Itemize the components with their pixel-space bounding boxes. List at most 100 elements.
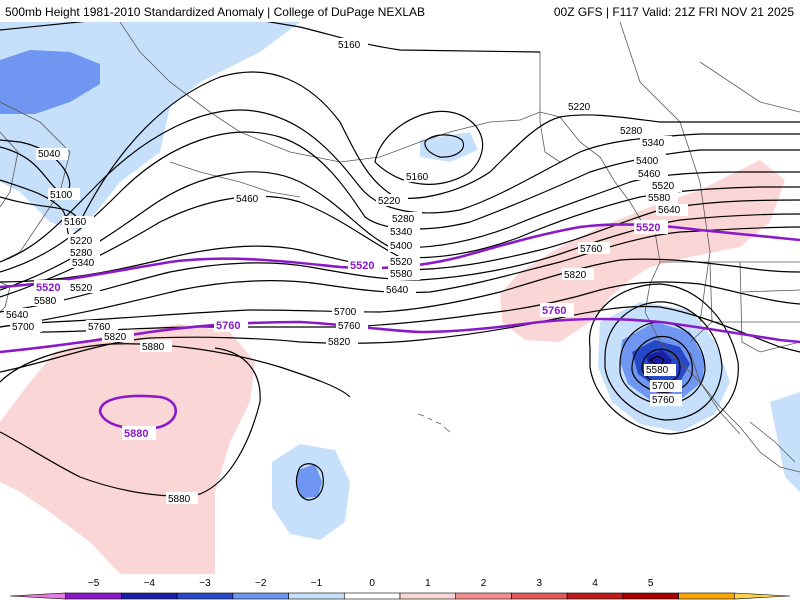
contour-low-5760 [604,301,723,421]
label-bg [62,216,94,228]
label-5700-left: 5700 [12,322,35,333]
label-bg [34,280,68,294]
colorbar-tick-label: 1 [425,578,431,589]
colorbar-tick-label: 5 [648,578,654,589]
colorbar-tick-label: −1 [311,578,323,589]
contour-5100 [0,179,71,238]
label-5520-right: 5520 [652,181,675,192]
label-5040: 5040 [38,149,61,160]
label-bg [332,306,364,318]
label-5640-right: 5640 [658,205,681,216]
label-bg [656,204,688,216]
contour-5640 [0,226,800,328]
colorbar-segment [9,592,67,600]
highlight-label-5520-mid: 5520 [350,260,374,272]
title-bar: 500mb Height 1981-2010 Standardized Anom… [0,0,800,23]
label-bg [36,148,68,160]
label-5820-right: 5820 [564,270,587,281]
label-bg [376,194,408,206]
label-5580-left: 5580 [34,296,57,307]
alaska-coastline [119,22,646,228]
label-bg [562,268,594,280]
label-bg [86,320,118,332]
contour-label-group: 5160 5220 5040 5100 5160 5160 5220 5280 … [4,38,688,505]
label-bg [102,330,134,342]
hawaii-islands [417,413,451,433]
label-5760-right: 5760 [580,244,603,255]
label-5580-low: 5580 [646,365,669,376]
label-bg [388,226,420,238]
label-5340-right: 5340 [642,138,665,149]
label-bg [234,192,266,204]
label-5520-mid: 5520 [390,257,413,268]
contour-5160 [0,22,541,53]
mexico-coastline [749,421,796,463]
canada-border [539,52,561,163]
label-5760-low: 5760 [652,395,675,406]
contour-low-outer [589,283,739,435]
label-bg [650,394,682,406]
label-5280-mid: 5280 [392,214,415,225]
label-5520-left: 5520 [70,283,93,294]
label-bg [32,294,64,306]
colorbar-segment [733,592,791,600]
label-bg [566,100,598,112]
label-5400-mid: 5400 [390,241,413,252]
label-bg [388,240,420,252]
label-bg [48,188,80,200]
label-bg [68,246,100,258]
label-bg [384,284,416,296]
label-5280-left: 5280 [70,248,93,259]
contour-5160-inner [374,110,483,185]
label-bg [70,256,102,268]
label-5160-top: 5160 [338,40,361,51]
contour-5880 [0,343,351,398]
colorbar-segments [9,592,791,600]
label-5880-left: 5880 [142,342,165,353]
contour-low-5640 [631,336,693,393]
contour-5280 [0,109,800,263]
label-5580-mid: 5580 [390,269,413,280]
label-bg [650,180,682,192]
contour-low-5580 [641,348,681,384]
colorbar-tick-label: 3 [537,578,543,589]
us-west-coast [644,231,800,473]
label-bg [214,318,248,332]
label-bg [348,258,382,272]
positive-anomaly-area [500,160,785,342]
label-5220-mid: 5220 [378,196,401,207]
label-bg [646,192,678,204]
label-bg [578,242,610,254]
contour-5340 [0,131,800,273]
label-bg [68,281,100,293]
highlight-label-5520-left: 5520 [36,282,60,294]
highlight-label-5760-right: 5760 [542,305,566,317]
colorbar-tick-labels: −5 −4 −3 −2 −1 0 1 2 3 4 5 [88,578,654,589]
label-bg [634,220,668,234]
label-bg [140,340,172,352]
highlight-5880 [98,394,178,431]
canada-provinces [699,61,800,113]
colorbar-tick-label: −2 [255,578,267,589]
contour-5880-south [0,347,261,497]
highlight-label-5760-left: 5760 [216,320,240,332]
label-5580-right: 5580 [648,193,671,204]
kamchatka-coastline [0,131,19,208]
highlight-5760 [0,317,800,354]
label-bg [634,154,666,166]
label-5460-right: 5460 [638,169,661,180]
label-bg [68,234,100,246]
label-5400-right: 5400 [636,156,659,167]
model-run-info: 00Z GFS | F117 Valid: 21Z FRI NOV 21 202… [553,5,794,19]
colorbar-tick-label: 4 [592,578,598,589]
contour-5160-ring [424,134,464,158]
label-bg [540,303,574,317]
colorbar-tick-label: −4 [144,578,156,589]
negative-anomaly-core [296,464,322,498]
label-5340-left: 5340 [72,258,95,269]
label-bg [650,380,682,392]
label-5640-mid: 5640 [386,285,409,296]
colorbar-segment [288,592,345,600]
colorbar-segment [121,592,178,600]
label-5700-mid: 5700 [334,307,357,318]
